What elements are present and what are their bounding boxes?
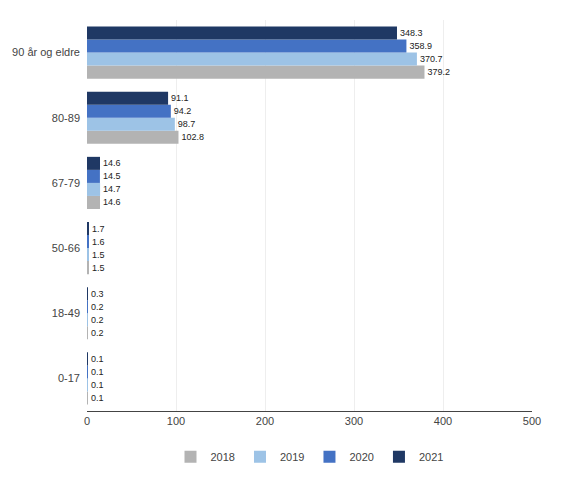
svg-text:98.7: 98.7 xyxy=(178,119,196,129)
svg-text:2019: 2019 xyxy=(280,451,304,463)
svg-text:500: 500 xyxy=(523,415,541,427)
svg-text:1.5: 1.5 xyxy=(92,250,105,260)
svg-text:358.9: 358.9 xyxy=(409,41,432,51)
svg-text:94.2: 94.2 xyxy=(174,106,192,116)
svg-text:0.2: 0.2 xyxy=(91,328,104,338)
svg-text:300: 300 xyxy=(345,415,363,427)
svg-text:0.1: 0.1 xyxy=(91,354,104,364)
svg-text:14.5: 14.5 xyxy=(103,171,121,181)
svg-text:1.7: 1.7 xyxy=(92,224,105,234)
svg-text:0.1: 0.1 xyxy=(91,380,104,390)
svg-text:0: 0 xyxy=(84,415,90,427)
svg-text:14.6: 14.6 xyxy=(103,158,121,168)
svg-text:80-89: 80-89 xyxy=(52,112,80,124)
svg-text:370.7: 370.7 xyxy=(420,54,443,64)
svg-text:1.5: 1.5 xyxy=(92,263,105,273)
svg-text:14.7: 14.7 xyxy=(103,184,121,194)
svg-text:67-79: 67-79 xyxy=(52,177,80,189)
svg-text:100: 100 xyxy=(167,415,185,427)
svg-text:0.2: 0.2 xyxy=(91,315,104,325)
svg-text:50-66: 50-66 xyxy=(52,242,80,254)
svg-text:2018: 2018 xyxy=(211,451,235,463)
svg-text:200: 200 xyxy=(256,415,274,427)
svg-text:0-17: 0-17 xyxy=(58,372,80,384)
svg-text:348.3: 348.3 xyxy=(400,28,423,38)
svg-text:0.1: 0.1 xyxy=(91,393,104,403)
svg-text:14.6: 14.6 xyxy=(103,197,121,207)
svg-text:2021: 2021 xyxy=(419,451,443,463)
svg-text:379.2: 379.2 xyxy=(427,67,450,77)
svg-text:1.6: 1.6 xyxy=(92,237,105,247)
svg-text:400: 400 xyxy=(434,415,452,427)
svg-text:0.1: 0.1 xyxy=(91,367,104,377)
svg-text:0.2: 0.2 xyxy=(91,302,104,312)
svg-text:18-49: 18-49 xyxy=(52,307,80,319)
svg-text:90 år og eldre: 90 år og eldre xyxy=(12,46,80,58)
svg-text:0.3: 0.3 xyxy=(91,289,104,299)
svg-text:2020: 2020 xyxy=(349,451,373,463)
svg-text:91.1: 91.1 xyxy=(171,93,189,103)
svg-text:102.8: 102.8 xyxy=(181,132,204,142)
